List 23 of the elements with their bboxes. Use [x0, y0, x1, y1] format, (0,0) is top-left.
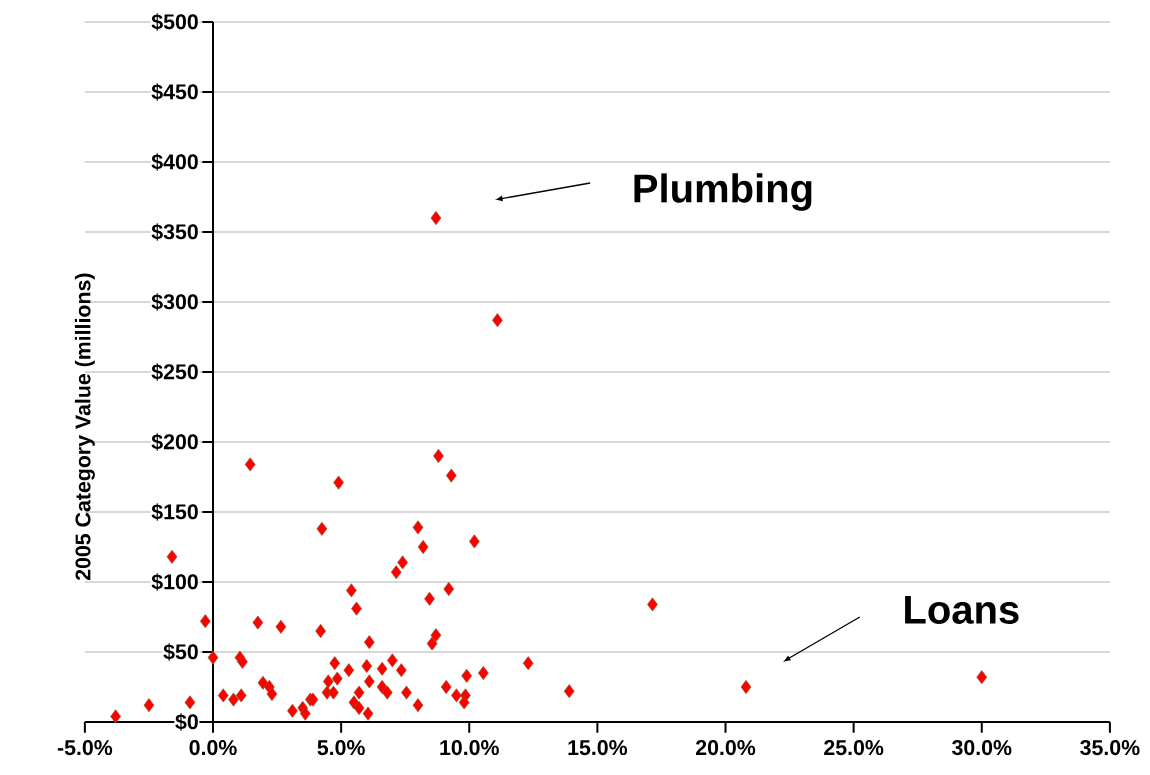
- y-tick-label: $400: [151, 153, 198, 171]
- y-tick-label: $50: [163, 643, 198, 661]
- x-tick-label: 35.0%: [1080, 740, 1140, 756]
- y-tick-label: $450: [151, 83, 198, 101]
- x-tick-label: 0.0%: [189, 740, 237, 756]
- x-tick-label: 30.0%: [952, 740, 1012, 756]
- x-tick-label: -5.0%: [57, 740, 113, 756]
- y-axis-title: 2005 Category Value (millions): [74, 273, 95, 581]
- y-tick-label: $350: [151, 223, 198, 241]
- y-tick-label: $0: [175, 713, 198, 731]
- y-tick-label: $200: [151, 433, 198, 451]
- x-tick-label: 15.0%: [568, 740, 628, 756]
- x-tick-label: 10.0%: [440, 740, 499, 756]
- x-tick-label: 5.0%: [317, 740, 365, 756]
- y-tick-label: $300: [151, 293, 198, 311]
- x-tick-label: 20.0%: [695, 740, 756, 756]
- x-tick-label: 25.0%: [824, 740, 884, 756]
- y-tick-label: $500: [151, 13, 198, 31]
- y-tick-label: $100: [151, 573, 198, 591]
- annotation: Plumbing: [634, 173, 812, 211]
- annotation: Loans: [905, 596, 1019, 624]
- y-tick-label: $150: [151, 503, 198, 521]
- y-tick-label: $250: [151, 363, 198, 381]
